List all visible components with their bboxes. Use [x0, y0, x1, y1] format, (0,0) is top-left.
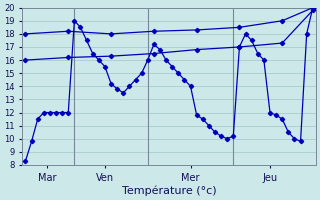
X-axis label: Température (°c): Température (°c) — [122, 185, 216, 196]
